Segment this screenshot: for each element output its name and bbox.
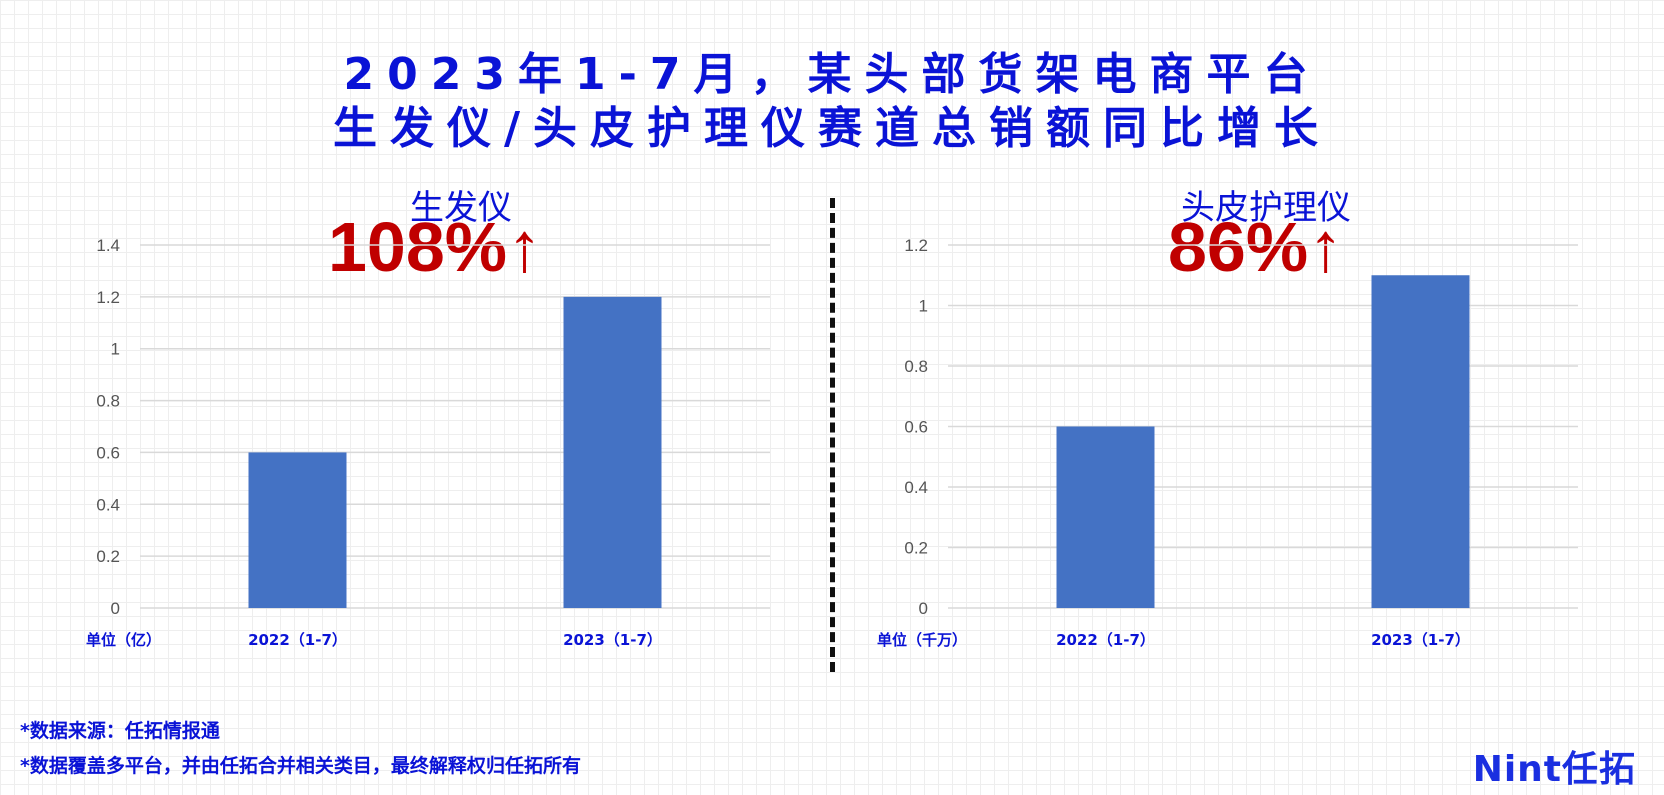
y-tick-label: 0.6 — [96, 443, 120, 462]
y-tick-label: 1.2 — [96, 288, 120, 307]
y-tick-label: 1.4 — [96, 236, 120, 255]
bar — [248, 452, 347, 608]
right-panel-title: 头皮护理仪 — [1181, 188, 1351, 228]
y-tick-label: 0.8 — [96, 392, 120, 411]
y-tick-label: 0.8 — [904, 357, 928, 376]
y-tick-label: 0 — [111, 599, 120, 618]
nint-logo: Nint任拓 — [1472, 749, 1636, 790]
y-tick-label: 0.2 — [904, 539, 928, 558]
left-growth-rate: 108%↑ — [328, 212, 542, 282]
y-tick-label: 0.2 — [96, 547, 120, 566]
up-arrow-icon: ↑ — [1308, 208, 1344, 286]
up-arrow-icon: ↑ — [507, 208, 543, 286]
y-tick-label: 0.4 — [96, 495, 120, 514]
x-category-label: 2023（1-7） — [1371, 631, 1470, 649]
panel-divider — [830, 198, 835, 672]
chart-title-line-2: 生发仪/头皮护理仪赛道总销额同比增长 — [332, 103, 1332, 154]
unit-label: 单位（亿） — [86, 631, 161, 649]
data-coverage-note: *数据覆盖多平台，并由任拓合并相关类目，最终解释权归任拓所有 — [20, 755, 581, 777]
x-category-label: 2022（1-7） — [248, 631, 347, 649]
x-category-label: 2022（1-7） — [1056, 631, 1155, 649]
y-tick-label: 1 — [111, 340, 120, 359]
bar — [1371, 275, 1470, 608]
y-tick-label: 1 — [919, 297, 928, 316]
unit-label: 单位（千万） — [877, 631, 967, 649]
bar — [1056, 426, 1155, 608]
left-growth-value: 108% — [328, 208, 508, 286]
y-tick-label: 0.6 — [904, 418, 928, 437]
right-growth-value: 86% — [1168, 208, 1309, 286]
bar — [563, 296, 662, 608]
data-source-note: *数据来源：任拓情报通 — [20, 720, 220, 742]
right-growth-rate: 86%↑ — [1168, 212, 1343, 282]
y-tick-label: 0 — [919, 599, 928, 618]
y-tick-label: 0.4 — [904, 478, 928, 497]
x-category-label: 2023（1-7） — [563, 631, 662, 649]
chart-title-line-1: 2023年1-7月，某头部货架电商平台 — [343, 49, 1321, 100]
left-panel-title: 生发仪 — [410, 188, 512, 228]
y-tick-label: 1.2 — [904, 236, 928, 255]
